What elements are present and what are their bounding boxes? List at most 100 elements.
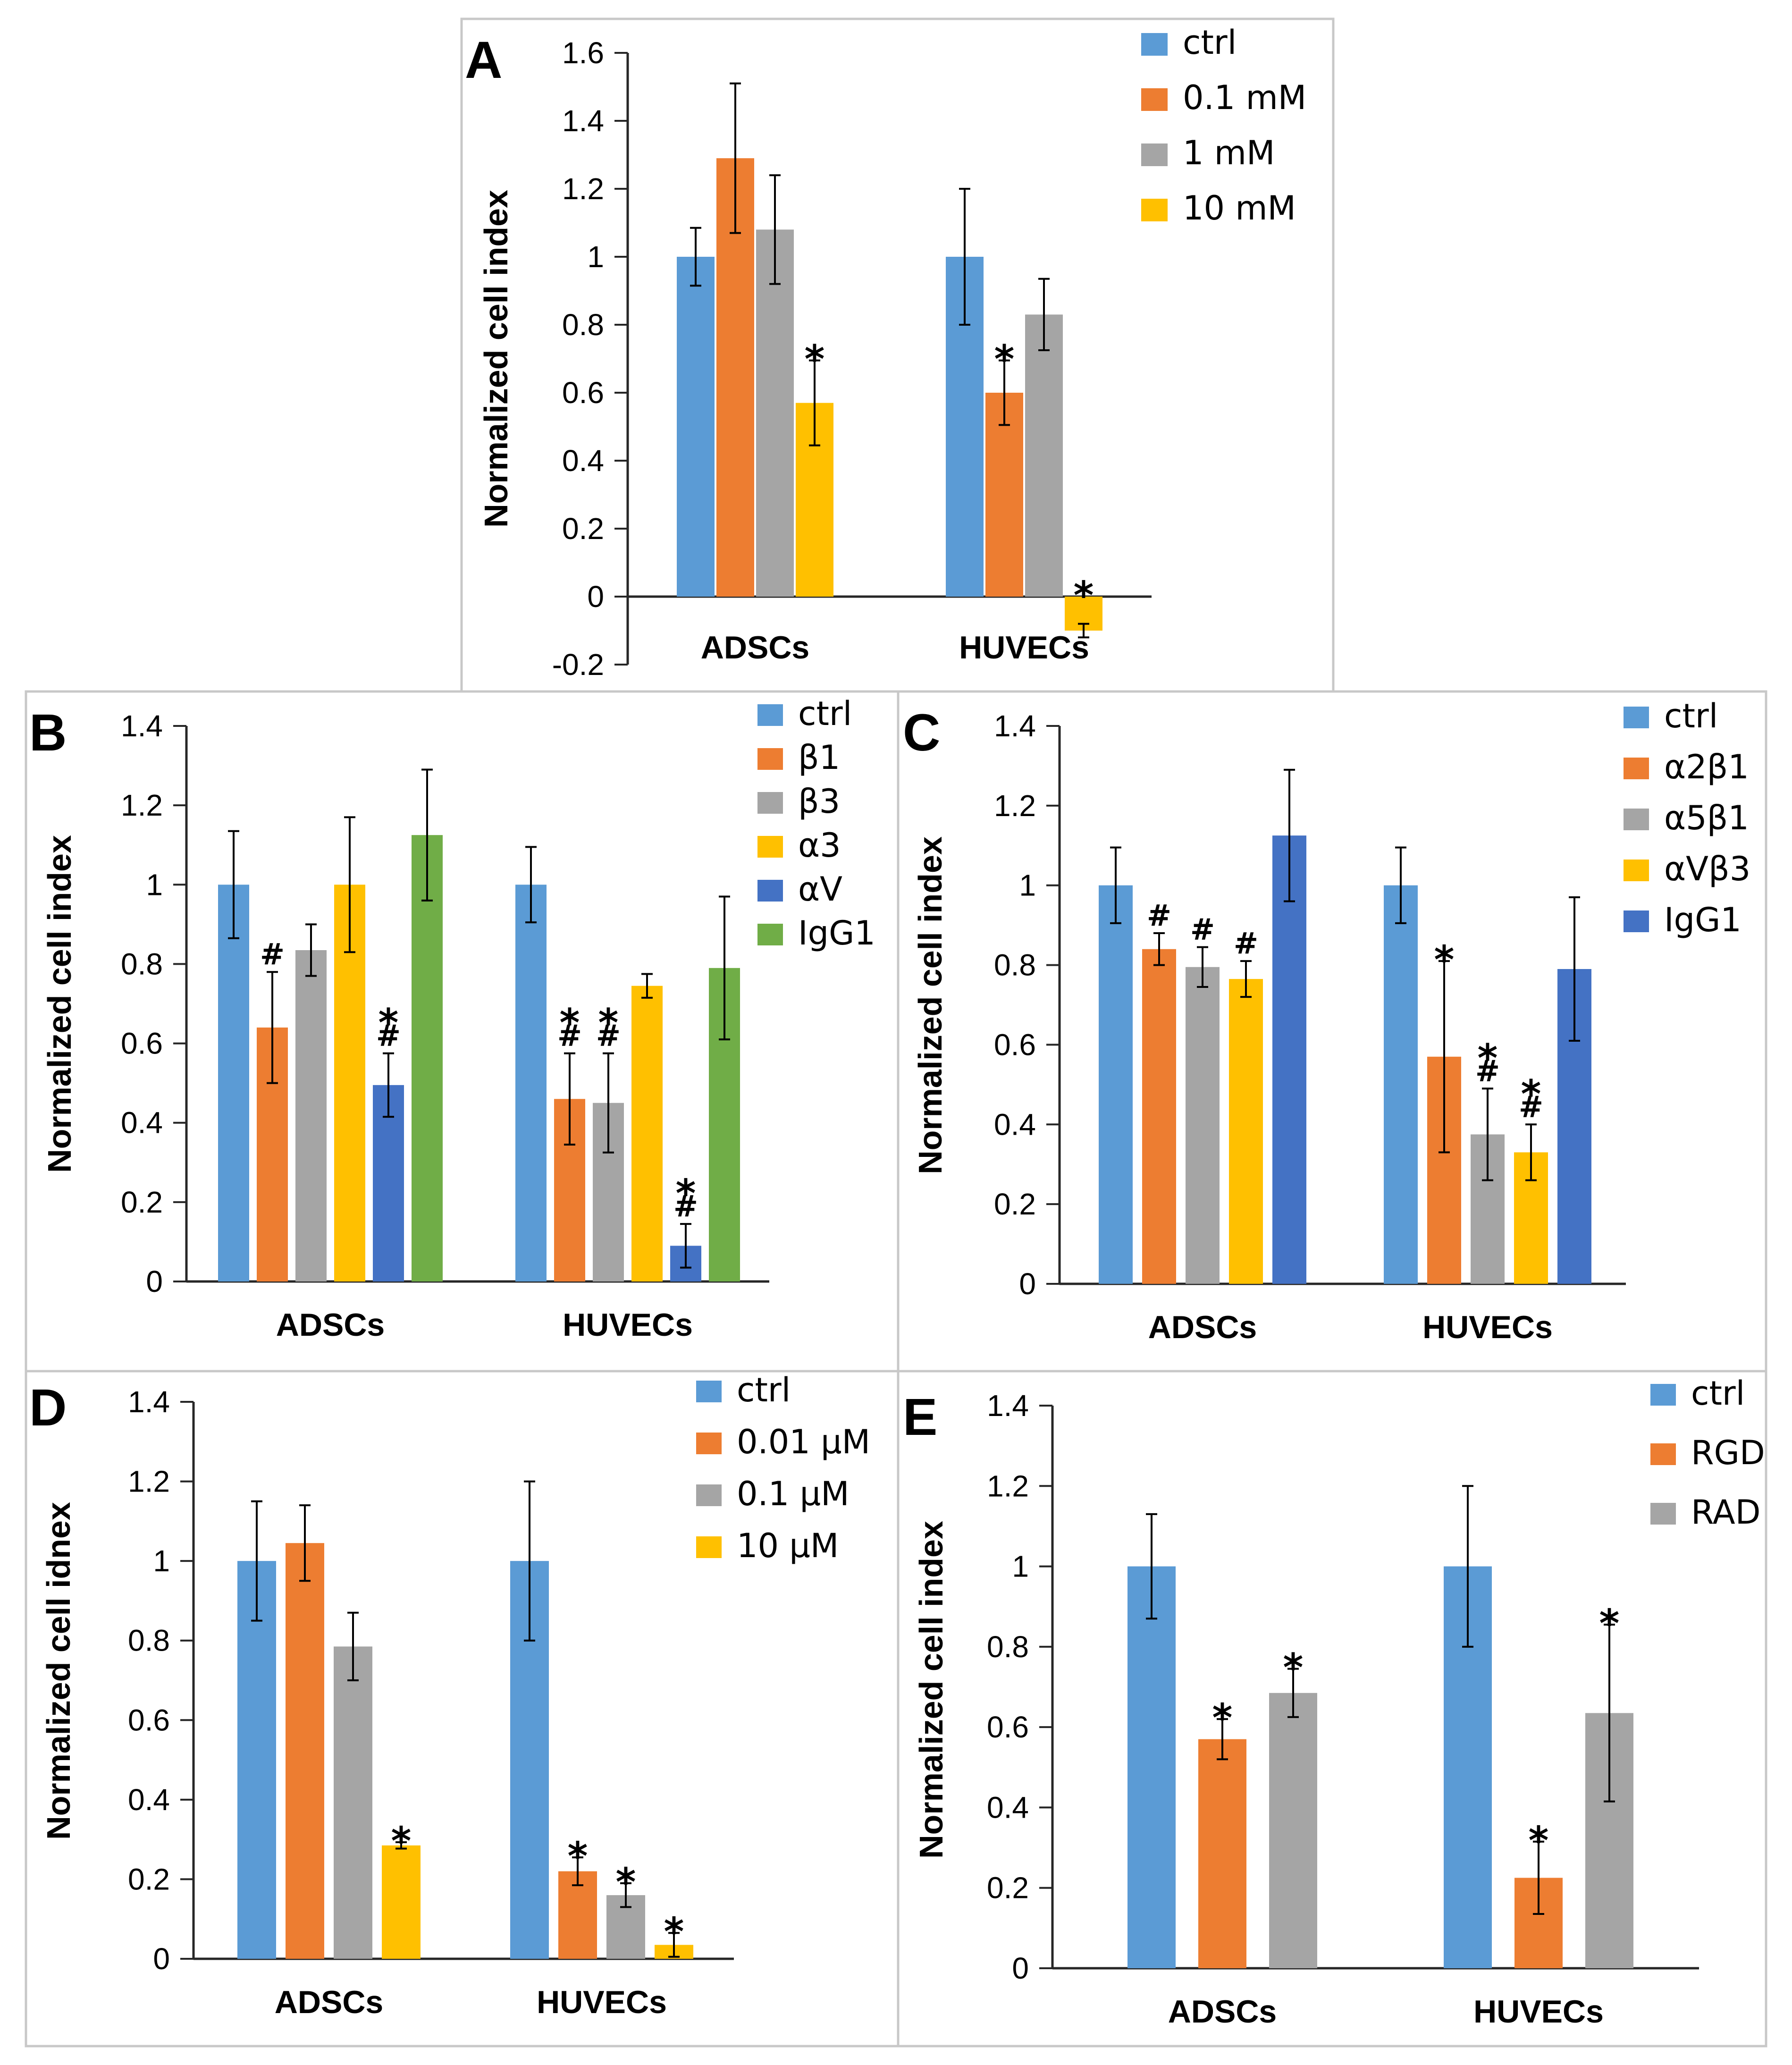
significance-hash: # <box>557 1019 582 1053</box>
legend-swatch <box>1141 199 1168 221</box>
y-tick-label: 0.2 <box>121 1185 163 1219</box>
category-label: HUVECs <box>537 1984 667 2020</box>
legend-label: α3 <box>798 826 841 865</box>
y-tick-label: 0.6 <box>562 376 604 410</box>
y-tick-label: 1.2 <box>128 1465 170 1499</box>
legend-label: RAD <box>1691 1493 1761 1532</box>
y-axis-title: Normalized cell index <box>41 835 78 1173</box>
y-tick-label: 0.6 <box>121 1027 163 1061</box>
bar <box>218 885 249 1281</box>
y-tick-label: 0.6 <box>994 1028 1036 1062</box>
category-label: ADSCs <box>1148 1309 1257 1345</box>
legend-label: IgG1 <box>798 914 875 952</box>
y-tick-label: 0.8 <box>987 1630 1029 1664</box>
y-tick-label: 1.2 <box>994 789 1036 823</box>
y-tick-label: 1.2 <box>987 1469 1029 1503</box>
bar <box>334 1646 372 1959</box>
legend-swatch <box>1650 1384 1676 1406</box>
y-tick-label: 1.4 <box>562 104 604 138</box>
legend-swatch <box>1650 1503 1676 1525</box>
significance-hash: # <box>673 1189 698 1223</box>
y-axis-title: Normalized cell index <box>478 190 514 528</box>
y-tick-label: 0.6 <box>987 1710 1029 1744</box>
legend-label: IgG1 <box>1664 901 1742 939</box>
y-tick-label: 0.4 <box>128 1783 170 1817</box>
bar <box>1229 979 1263 1284</box>
y-tick-label: 0.8 <box>562 308 604 342</box>
bar <box>1127 1566 1176 1968</box>
bar <box>677 257 715 597</box>
y-tick-label: 0 <box>146 1264 163 1298</box>
legend-label: αVβ3 <box>1664 850 1750 888</box>
legend-label: ctrl <box>798 694 852 733</box>
category-label: ADSCs <box>275 1984 384 2020</box>
y-tick-label: 0.4 <box>562 444 604 478</box>
legend-swatch <box>757 924 783 945</box>
significance-star: * <box>676 1172 696 1216</box>
bar <box>412 835 443 1281</box>
panel-frame <box>25 690 900 1373</box>
bar <box>1142 949 1176 1284</box>
significance-hash: # <box>1147 898 1171 933</box>
category-label: HUVECs <box>563 1307 693 1343</box>
legend-swatch <box>1141 88 1168 111</box>
legend-label: RGD <box>1691 1433 1765 1472</box>
significance-hash: # <box>376 1019 401 1053</box>
legend-swatch <box>1141 33 1168 56</box>
y-axis-title: Normalized cell idnex <box>40 1502 77 1840</box>
category-label: ADSCs <box>1168 1994 1277 2030</box>
y-tick-label: 1.4 <box>987 1389 1029 1423</box>
legend-label: 1 mM <box>1183 134 1275 172</box>
category-label: ADSCs <box>701 630 810 666</box>
y-tick-label: 1.2 <box>121 788 163 822</box>
bar <box>1186 967 1220 1284</box>
legend-swatch <box>1650 1443 1676 1465</box>
y-tick-label: 0.4 <box>994 1107 1036 1141</box>
y-tick-label: 0.2 <box>987 1871 1029 1905</box>
bar <box>1272 835 1306 1284</box>
bar <box>286 1543 324 1959</box>
bar <box>1198 1739 1246 1968</box>
bar <box>237 1561 276 1959</box>
legend-label: β1 <box>798 738 840 777</box>
y-tick-label: 1 <box>153 1544 170 1578</box>
panel-frame <box>460 17 1335 693</box>
y-axis-title: Normalized cell index <box>912 836 949 1174</box>
y-axis-title: Normalized cell index <box>913 1521 950 1859</box>
legend-label: αV <box>798 870 842 909</box>
bar <box>295 950 327 1281</box>
bar <box>1099 885 1133 1284</box>
legend-label: ctrl <box>1691 1374 1745 1413</box>
significance-hash: # <box>260 937 285 971</box>
legend-label: α5β1 <box>1664 799 1749 837</box>
legend-label: ctrl <box>1664 697 1718 735</box>
bar <box>382 1845 421 1959</box>
y-tick-label: 1 <box>1019 868 1036 902</box>
legend-label: 0.01 μM <box>737 1423 870 1461</box>
legend-swatch <box>696 1433 722 1454</box>
legend-swatch <box>696 1381 722 1402</box>
significance-hash: # <box>1519 1089 1543 1124</box>
significance-star: * <box>568 1834 588 1879</box>
y-tick-label: 0.6 <box>128 1703 170 1737</box>
significance-hash: # <box>1475 1054 1500 1088</box>
bar <box>631 986 663 1281</box>
y-tick-label: 0.8 <box>121 947 163 981</box>
significance-star: * <box>994 337 1015 382</box>
legend-swatch <box>1141 143 1168 166</box>
significance-star: * <box>379 1001 399 1046</box>
y-tick-label: 1.4 <box>128 1385 170 1419</box>
legend-swatch <box>757 836 783 858</box>
significance-star: * <box>391 1819 412 1864</box>
legend-label: 10 mM <box>1183 189 1296 228</box>
y-tick-label: 1.4 <box>994 709 1036 743</box>
significance-star: * <box>560 1001 580 1046</box>
legend-label: 10 μM <box>737 1526 839 1565</box>
bar <box>756 229 794 597</box>
significance-star: * <box>598 1001 619 1046</box>
y-tick-label: 1.4 <box>121 709 163 743</box>
panel-letter: E <box>903 1388 937 1446</box>
y-tick-label: 1.6 <box>562 36 604 70</box>
y-tick-label: 0.2 <box>562 512 604 546</box>
